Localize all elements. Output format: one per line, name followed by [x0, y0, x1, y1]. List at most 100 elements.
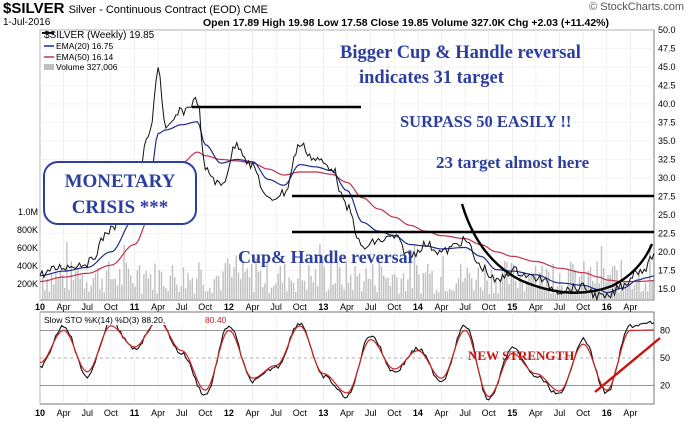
price-y-tick: 15.0 [658, 284, 676, 294]
volume-bar [475, 279, 477, 300]
stoch-y-tick: 80 [660, 325, 670, 335]
chart-date: 1-Jul-2016 [3, 17, 51, 28]
volume-bar [110, 279, 112, 300]
price-x-tick: 10 [35, 302, 45, 312]
volume-bar [193, 293, 196, 300]
volume-bar [482, 290, 484, 300]
volume-bar [132, 282, 134, 300]
volume-bar [361, 291, 363, 300]
volume-bar [369, 278, 372, 300]
volume-bar [244, 271, 246, 300]
volume-bar [64, 288, 66, 300]
volume-bar [435, 289, 438, 300]
stoch-x-tick: Apr [151, 408, 165, 418]
volume-bar [79, 278, 81, 300]
volume-bar [281, 282, 284, 300]
volume-bar [629, 285, 631, 300]
price-x-tick: 14 [413, 302, 423, 312]
volume-bar [319, 243, 321, 300]
new-strength-note: NEW STRENGTH [468, 348, 574, 363]
volume-bar [495, 278, 497, 300]
stoch-x-tick: 11 [130, 408, 140, 418]
volume-bar [127, 268, 130, 300]
volume-bar [409, 261, 411, 300]
volume-bar [86, 282, 88, 300]
volume-bar [50, 273, 53, 300]
volume-bar [145, 270, 147, 300]
volume-bar [343, 289, 345, 300]
volume-bar [268, 292, 270, 300]
volume-bar [277, 273, 279, 300]
volume-bar [354, 265, 356, 300]
volume-bar [286, 291, 288, 300]
volume-bar [94, 273, 97, 300]
volume-bar [114, 278, 116, 300]
volume-tick: 600K [17, 243, 38, 253]
volume-bar [229, 263, 231, 300]
stoch-x-tick: Oct [482, 408, 497, 418]
price-y-tick: 30.0 [658, 173, 676, 183]
volume-bar [211, 292, 213, 300]
legend-volume: Volume 327,006 [56, 62, 118, 72]
volume-bar [99, 289, 101, 300]
volume-bar [167, 291, 169, 300]
stoch-x-tick: Jul [554, 408, 566, 418]
volume-bar [649, 245, 651, 300]
volume-bar [365, 268, 367, 300]
volume-bar [598, 283, 600, 300]
volume-bar [317, 286, 319, 300]
stoch-x-tick: 16 [602, 408, 612, 418]
stoch-d-line [39, 320, 654, 398]
volume-bar [288, 277, 290, 300]
volume-bar [416, 265, 418, 300]
ohlc-readout: Open 17.89 High 19.98 Low 17.58 Close 19… [203, 17, 609, 29]
volume-bar [44, 290, 46, 300]
volume-bar [90, 285, 92, 300]
price-x-tick: Apr [57, 302, 71, 312]
volume-bar [149, 274, 152, 300]
volume-bar [152, 289, 154, 300]
price-x-tick: Jul [554, 302, 566, 312]
volume-bar [464, 278, 466, 300]
volume-bar [266, 261, 268, 300]
price-y-tick: 37.5 [658, 117, 676, 127]
volume-bar [545, 268, 548, 300]
price-y-tick: 45.0 [658, 62, 676, 72]
volume-bar [200, 269, 202, 300]
stoch-x-tick: Jul [81, 408, 93, 418]
volume-bar [231, 277, 233, 300]
volume-bar [442, 256, 444, 300]
price-x-tick: 13 [318, 302, 328, 312]
price-x-tick: Jul [270, 302, 282, 312]
volume-bar [240, 279, 242, 300]
volume-bar [605, 282, 607, 300]
price-y-tick: 32.5 [658, 154, 676, 164]
volume-bar [490, 269, 493, 300]
volume-bar [246, 268, 248, 300]
price-x-tick: Oct [387, 302, 402, 312]
price-x-tick: Jul [81, 302, 93, 312]
surpass-note: SURPASS 50 EASILY !! [400, 112, 571, 131]
volume-bar [449, 288, 451, 300]
volume-bar [160, 271, 163, 300]
volume-bar [196, 278, 198, 300]
stoch-x-tick: Jul [270, 408, 282, 418]
volume-bar [372, 263, 374, 300]
volume-bar [77, 268, 79, 300]
volume-bar [363, 281, 365, 300]
volume-bar [633, 284, 636, 300]
volume-bar [376, 292, 378, 300]
stoch-x-tick: Oct [104, 408, 119, 418]
cup-handle-note: Cup& Handle reversal [238, 247, 413, 267]
price-x-tick: Oct [104, 302, 119, 312]
volume-bar [506, 262, 508, 300]
volume-bar [398, 293, 400, 300]
volume-bar [325, 291, 328, 300]
price-x-tick: Apr [151, 302, 165, 312]
volume-bar [242, 260, 244, 300]
stoch-x-tick: Jul [459, 408, 471, 418]
volume-bar [264, 283, 266, 300]
stoch-x-tick: 10 [35, 408, 45, 418]
volume-bar [526, 281, 528, 300]
stoch-x-tick: 14 [413, 408, 423, 418]
